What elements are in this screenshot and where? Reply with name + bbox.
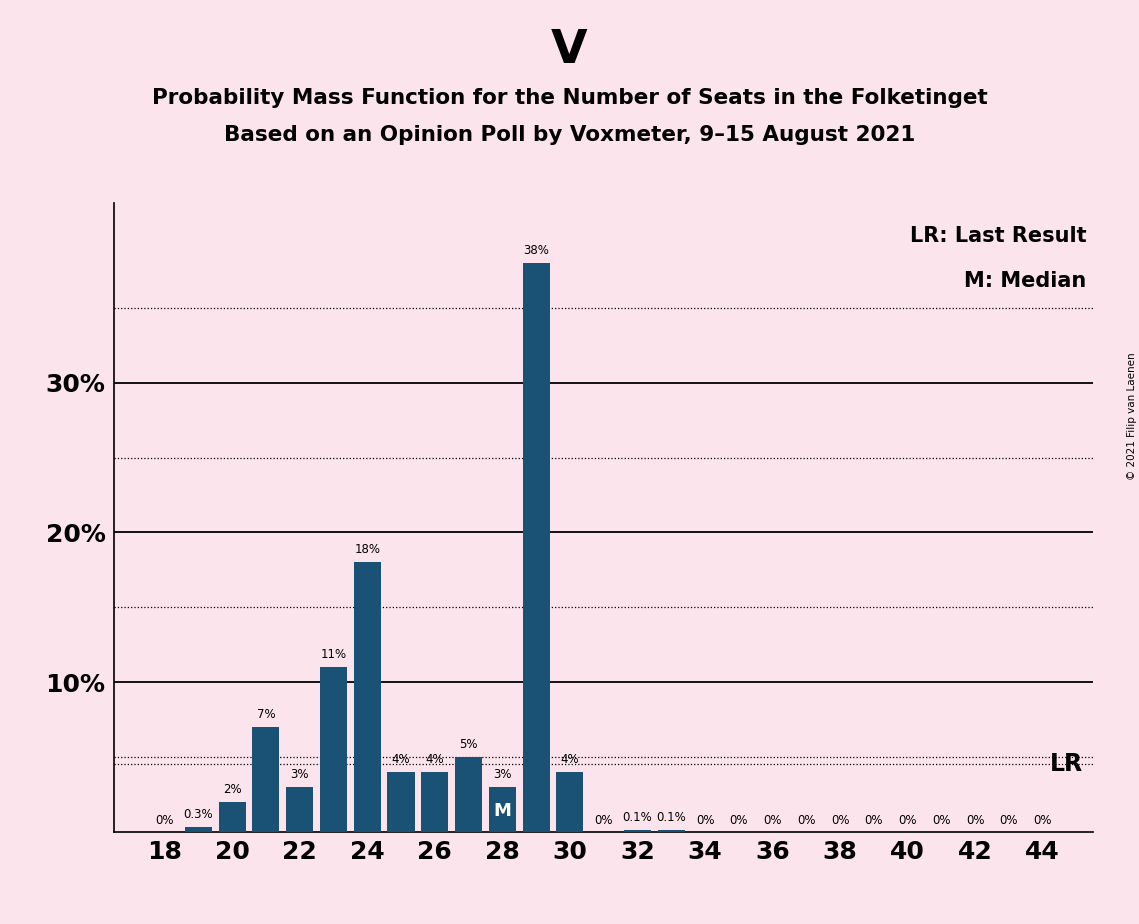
Bar <box>219 802 246 832</box>
Bar <box>387 772 415 832</box>
Text: 0%: 0% <box>899 814 917 827</box>
Bar <box>489 786 516 832</box>
Bar <box>556 772 583 832</box>
Text: 0%: 0% <box>1000 814 1018 827</box>
Text: 0%: 0% <box>932 814 951 827</box>
Text: M: Median: M: Median <box>965 271 1087 291</box>
Text: 0.1%: 0.1% <box>623 811 653 824</box>
Text: 3%: 3% <box>290 768 309 781</box>
Text: 0%: 0% <box>966 814 984 827</box>
Bar <box>523 263 550 832</box>
Text: © 2021 Filip van Laenen: © 2021 Filip van Laenen <box>1126 352 1137 480</box>
Text: Probability Mass Function for the Number of Seats in the Folketinget: Probability Mass Function for the Number… <box>151 88 988 108</box>
Text: 4%: 4% <box>426 753 444 766</box>
Bar <box>421 772 449 832</box>
Text: LR: LR <box>1050 752 1083 776</box>
Text: 0%: 0% <box>595 814 613 827</box>
Text: 4%: 4% <box>560 753 580 766</box>
Text: V: V <box>551 28 588 73</box>
Text: 0.3%: 0.3% <box>183 808 213 821</box>
Text: 0%: 0% <box>763 814 781 827</box>
Text: Based on an Opinion Poll by Voxmeter, 9–15 August 2021: Based on an Opinion Poll by Voxmeter, 9–… <box>223 125 916 145</box>
Text: 0%: 0% <box>830 814 850 827</box>
Text: 2%: 2% <box>223 783 241 796</box>
Bar <box>320 667 347 832</box>
Text: 0%: 0% <box>155 814 174 827</box>
Text: 0%: 0% <box>696 814 714 827</box>
Text: 4%: 4% <box>392 753 410 766</box>
Text: 0%: 0% <box>1033 814 1052 827</box>
Bar <box>253 727 279 832</box>
Text: M: M <box>493 802 511 820</box>
Text: 18%: 18% <box>354 543 380 556</box>
Text: 5%: 5% <box>459 738 478 751</box>
Text: 0.1%: 0.1% <box>656 811 686 824</box>
Text: 3%: 3% <box>493 768 511 781</box>
Text: 7%: 7% <box>256 708 276 721</box>
Bar <box>657 830 685 832</box>
Text: 0%: 0% <box>729 814 748 827</box>
Bar <box>624 830 652 832</box>
Text: 38%: 38% <box>523 244 549 257</box>
Bar <box>456 757 482 832</box>
Text: LR: Last Result: LR: Last Result <box>910 225 1087 246</box>
Bar <box>354 563 380 832</box>
Text: 0%: 0% <box>865 814 883 827</box>
Bar <box>185 827 212 832</box>
Text: 0%: 0% <box>797 814 816 827</box>
Bar <box>286 786 313 832</box>
Text: 11%: 11% <box>320 648 346 661</box>
